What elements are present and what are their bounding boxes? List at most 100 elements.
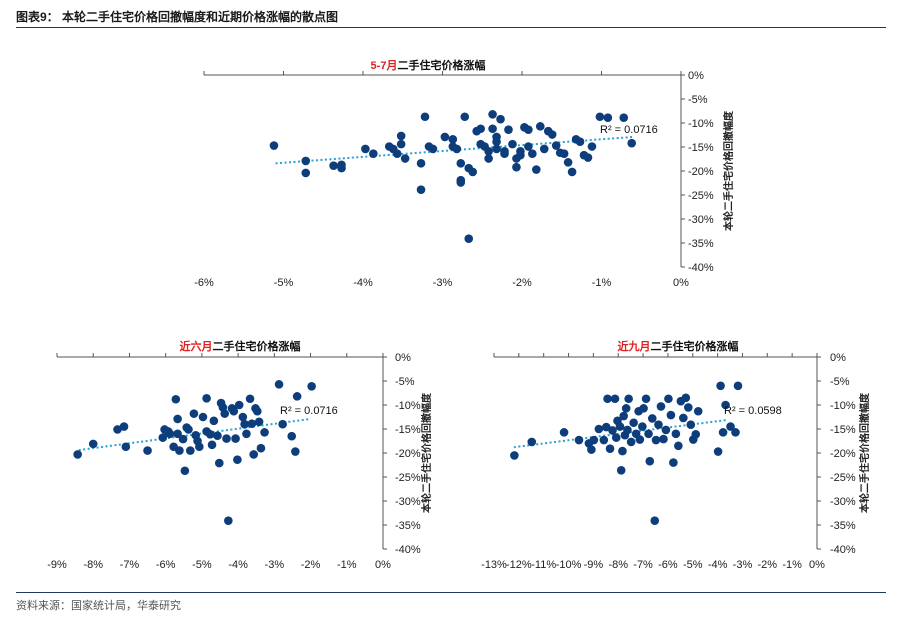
data-point [539, 144, 549, 154]
data-point [231, 434, 240, 443]
x-tick-label: -8% [83, 559, 103, 571]
y-tick-label: -30% [830, 496, 856, 508]
data-point [464, 234, 474, 243]
chart-title-rest: 二手住宅价格涨幅 [397, 58, 485, 72]
data-point [396, 131, 406, 141]
data-point [301, 168, 311, 178]
data-point [476, 124, 485, 134]
y-tick-label: -35% [395, 520, 421, 532]
r-squared-label: R² = 0.0716 [600, 124, 658, 136]
data-point [608, 426, 617, 435]
y-tick-label: -40% [395, 544, 421, 556]
data-point [524, 125, 533, 135]
x-tick-label: -2% [758, 559, 778, 571]
data-point [718, 428, 728, 437]
data-point [611, 433, 621, 442]
data-point [731, 428, 740, 437]
data-point [641, 394, 651, 404]
data-point [488, 110, 497, 119]
x-tick-label: -10% [556, 559, 582, 571]
data-point [361, 144, 370, 154]
data-point [496, 114, 505, 124]
data-point [616, 465, 626, 475]
y-tick-label: -30% [395, 496, 421, 508]
x-tick-label: -12% [506, 559, 532, 571]
y-tick-label: -20% [830, 448, 856, 460]
y-tick-label: -35% [830, 520, 856, 532]
data-point [691, 429, 701, 439]
data-point [664, 394, 673, 404]
data-point [448, 135, 458, 144]
data-point [547, 130, 557, 139]
title-rule [16, 27, 886, 28]
data-point [214, 458, 224, 468]
data-point [184, 425, 193, 434]
x-tick-label: -3% [265, 559, 285, 571]
data-point [488, 124, 497, 134]
x-tick-label: -11% [531, 559, 556, 571]
chart-title-rest: 二手住宅价格涨幅 [651, 339, 739, 353]
x-tick-label: -5% [683, 559, 703, 571]
trend-line [78, 417, 311, 452]
data-point [175, 446, 184, 455]
data-point [639, 404, 648, 413]
x-tick-label: -1% [337, 559, 357, 571]
data-point [158, 433, 168, 442]
data-point [484, 147, 493, 156]
data-point [567, 167, 577, 177]
data-point [733, 381, 743, 391]
data-point [256, 443, 266, 453]
data-point [171, 394, 181, 404]
data-point [249, 450, 258, 459]
x-tick-label: 0% [673, 277, 689, 289]
data-point [400, 154, 410, 163]
data-point [659, 434, 668, 444]
data-point [671, 429, 681, 439]
data-point [287, 431, 297, 441]
y-tick-label: -5% [395, 376, 415, 388]
x-tick-label: -7% [120, 559, 140, 571]
x-tick-label: -5% [274, 277, 294, 289]
data-point [220, 409, 230, 418]
y-tick-label: -20% [688, 166, 714, 178]
data-point [594, 424, 604, 434]
x-tick-label: -5% [192, 559, 212, 571]
y-axis-title: 本轮二手住宅价格回撤幅度 [420, 392, 433, 513]
data-point [587, 445, 596, 454]
r-squared-label: R² = 0.0716 [280, 405, 338, 417]
x-tick-label: -9% [584, 559, 604, 571]
data-point [726, 422, 735, 431]
data-point [504, 125, 513, 135]
data-point [595, 112, 605, 122]
chart-title: 5-7月二手住宅价格涨幅 [371, 58, 486, 72]
data-point [119, 422, 129, 431]
y-tick-label: -5% [688, 94, 708, 106]
data-point [624, 394, 633, 404]
y-axis-title: 本轮二手住宅价格回撤幅度 [722, 110, 735, 231]
data-point [213, 431, 222, 441]
data-point [416, 185, 426, 195]
data-point [686, 420, 696, 429]
data-point [589, 435, 599, 445]
data-point [574, 435, 584, 445]
y-tick-label: -15% [830, 424, 856, 436]
data-point [661, 425, 671, 435]
x-tick-label: -8% [608, 559, 628, 571]
chart-title: 近六月二手住宅价格涨幅 [180, 339, 301, 353]
r-squared-label: R² = 0.0598 [724, 405, 782, 417]
y-tick-label: 0% [830, 352, 846, 364]
footer-rule [16, 592, 886, 593]
data-point [143, 446, 152, 455]
data-point [635, 435, 645, 444]
data-point [621, 404, 631, 413]
data-point [233, 455, 242, 465]
data-point [605, 444, 615, 453]
data-point [396, 139, 406, 149]
data-point [551, 141, 561, 150]
data-point [527, 437, 537, 447]
scatter-chart-5-7-months: -6% -5% -4% -3% -2% -1% 0% 0% -5% -10% -15% -20% -25… [194, 58, 735, 289]
data-point [224, 516, 233, 525]
data-point [532, 165, 541, 174]
